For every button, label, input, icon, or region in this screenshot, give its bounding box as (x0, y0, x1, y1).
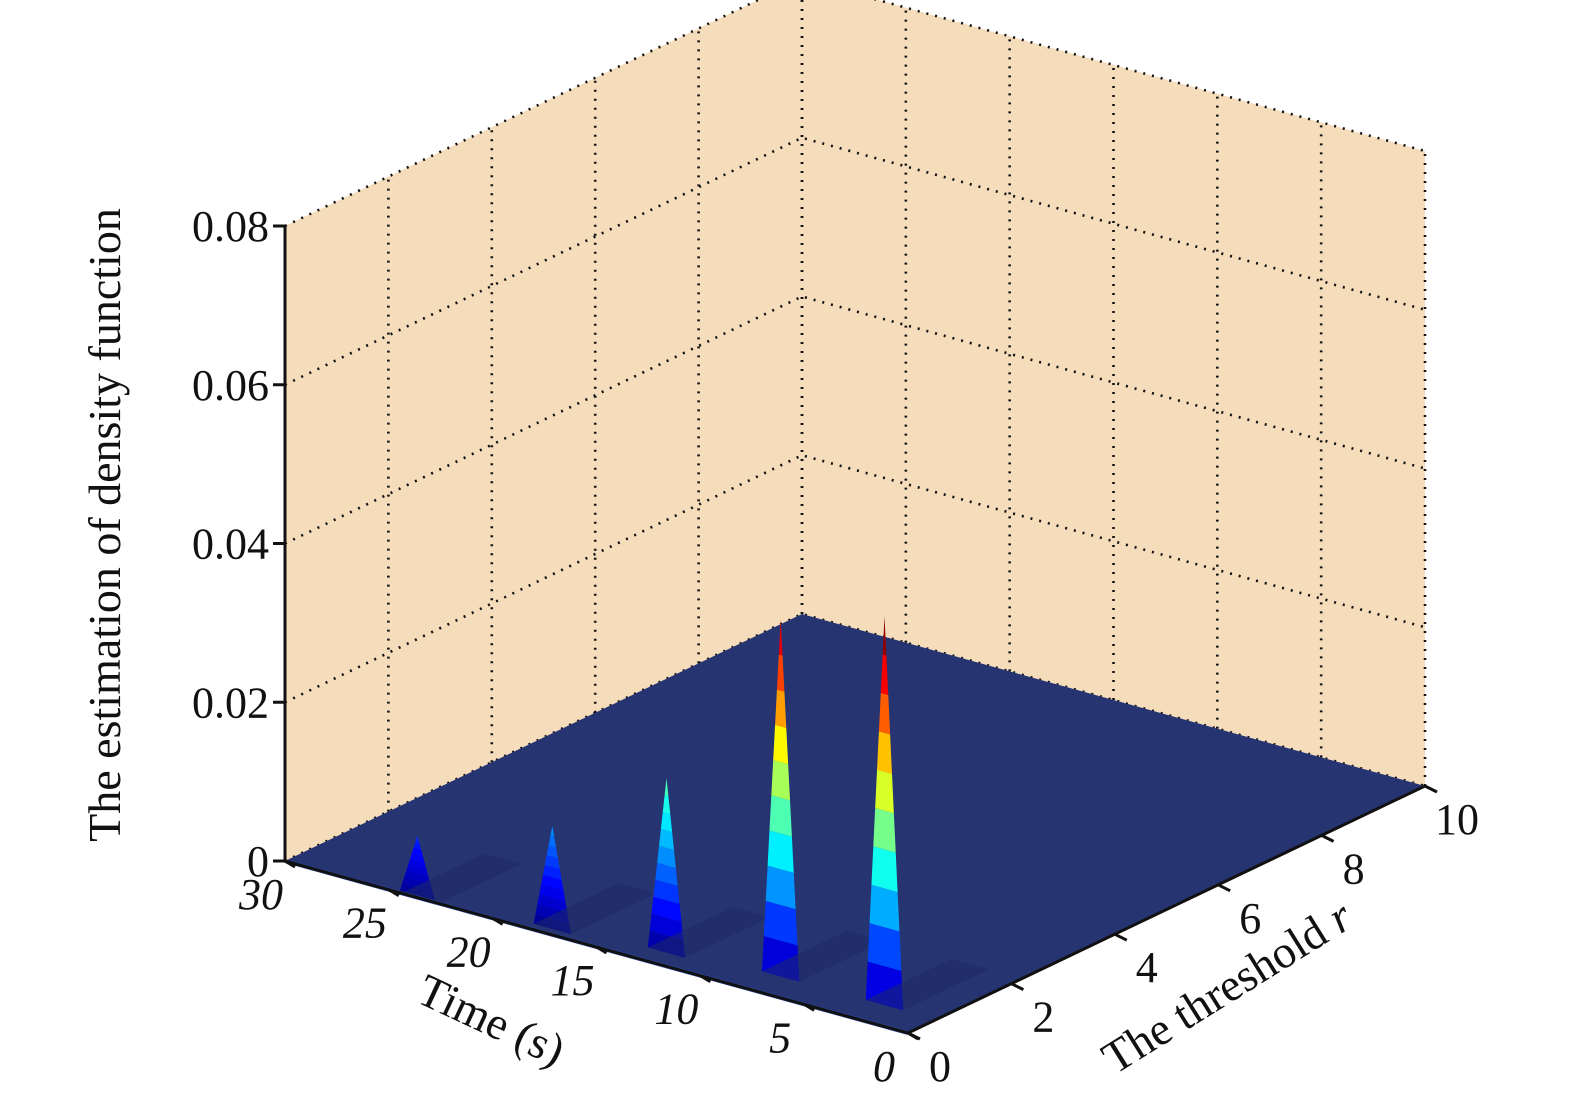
time-tick-mark (284, 859, 296, 869)
peak-band (773, 724, 789, 765)
time-tick-mark (388, 888, 400, 897)
peak-base (398, 853, 522, 905)
peak-mark (398, 836, 522, 905)
peak-band (651, 896, 682, 922)
peak-band (867, 923, 902, 971)
peak-base (865, 959, 989, 1011)
peak-band (415, 836, 420, 843)
threshold-tick-label: 2 (1032, 993, 1054, 1042)
time-tick-label: 20 (447, 927, 491, 976)
peak-band (546, 845, 558, 859)
grid-line-z (284, 0, 1426, 228)
peak-band (655, 862, 678, 886)
peak-band (664, 778, 669, 797)
threshold-tick-mark (1424, 784, 1438, 794)
axis-lines (273, 224, 1438, 1041)
threshold-tick-label: 0 (929, 1042, 951, 1091)
peak-band (653, 879, 680, 904)
peak-band (542, 864, 562, 880)
time-tick-label: 0 (873, 1042, 895, 1091)
peak-band (550, 825, 555, 837)
peak-band (882, 616, 887, 656)
peak-mark (533, 825, 657, 935)
peak-band (775, 689, 787, 728)
peak-band (873, 808, 896, 853)
threshold-tick-label: 4 (1136, 943, 1158, 992)
threshold-tick-label: 10 (1435, 795, 1479, 844)
peak-band (771, 760, 791, 801)
peak-band (548, 835, 557, 848)
peak-band (409, 853, 425, 864)
peak-band (767, 830, 794, 873)
peak-band (662, 795, 671, 815)
time-tick-mark (491, 917, 504, 926)
peak-band (660, 811, 673, 832)
peak-band (875, 769, 894, 814)
peak-band (408, 859, 427, 871)
density-surface (284, 614, 1425, 1035)
z-tick-label: 0 (247, 837, 269, 886)
peak-mark (761, 619, 885, 982)
z-tick-label: 0.04 (192, 520, 269, 569)
z-axis-label: The estimation of density function (79, 208, 130, 842)
peak-band (537, 894, 568, 913)
z-tick-label: 0.02 (192, 678, 269, 727)
threshold-tick-mark (1114, 932, 1128, 942)
z-tick-label: 0.06 (192, 361, 269, 410)
peak-base (533, 883, 657, 935)
peak-band (869, 884, 900, 932)
back-left-pane (285, 0, 802, 861)
peak-band (776, 654, 785, 692)
peak-band (877, 731, 892, 774)
peak-band (871, 846, 898, 893)
peak-base (647, 906, 771, 958)
peak-band (413, 841, 422, 850)
time-tick-label: 5 (769, 1013, 791, 1062)
peak-base (761, 930, 885, 982)
peak-mark (647, 778, 771, 958)
peak-band (541, 874, 564, 891)
threshold-tick-label: 6 (1239, 894, 1261, 943)
peak-band (880, 654, 889, 695)
peak-band (411, 847, 424, 857)
peak-mark (865, 616, 989, 1011)
peak-band (765, 865, 796, 910)
threshold-tick-label: 8 (1343, 844, 1365, 893)
time-tick-mark (803, 1003, 815, 1012)
threshold-axis-line (907, 784, 1426, 1035)
threshold-tick-mark (907, 1031, 921, 1041)
peak-band (878, 692, 891, 735)
peak-band (657, 845, 676, 868)
grid-line-z (284, 295, 1426, 545)
peak-band (769, 795, 792, 837)
threshold-tick-mark (1217, 883, 1231, 893)
time-tick-label: 10 (654, 985, 698, 1034)
time-tick-label: 15 (551, 956, 595, 1005)
peak-band (404, 871, 431, 885)
peak-band (544, 855, 560, 870)
x-axis-label: Time (s) (410, 964, 572, 1076)
peak-band (763, 900, 798, 946)
peak-band (659, 828, 674, 850)
threshold-tick-mark (1010, 982, 1025, 991)
peak-band (539, 884, 566, 902)
peak-band (406, 865, 429, 878)
threshold-tick-mark (1320, 834, 1335, 843)
time-tick-label: 30 (238, 870, 283, 919)
peak-band (649, 913, 684, 940)
time-tick-mark (699, 974, 712, 983)
grid-line-z (284, 453, 1426, 704)
time-tick-mark (595, 945, 608, 955)
z-tick-label: 0.08 (192, 202, 269, 251)
grid-line-z (284, 136, 1426, 386)
time-tick-label: 25 (343, 899, 387, 948)
peak-band (778, 619, 783, 656)
